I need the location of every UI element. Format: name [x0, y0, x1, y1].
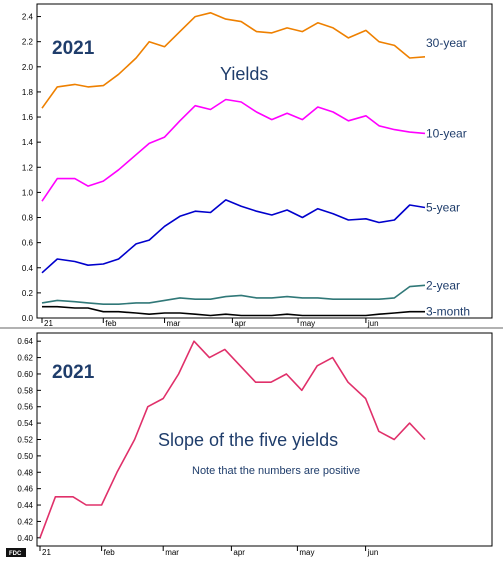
y-tick-label: 2.0 — [22, 63, 34, 72]
yields-chart-title: Yields — [220, 64, 268, 84]
y-tick-label: 2.2 — [22, 38, 34, 47]
y-tick-label: 0.48 — [17, 468, 33, 477]
yields-series-group — [41, 12, 426, 317]
series-label-2-year: 2-year — [426, 278, 460, 292]
series-line-5-year — [41, 199, 426, 274]
y-tick-label: 1.0 — [22, 188, 34, 197]
yields-x-axis: 21 feb mar apr may jun — [41, 318, 379, 328]
y-tick-label: 0.44 — [17, 501, 33, 510]
y-tick-label: 1.4 — [22, 138, 34, 147]
y-tick-label: 0.46 — [17, 485, 33, 494]
x-tick-label: feb — [105, 319, 117, 328]
series-label-10-year: 10-year — [426, 126, 467, 140]
yields-series-labels: 30-year 10-year 5-year 2-year 3-month — [426, 36, 470, 319]
y-tick-label: 0.64 — [17, 337, 33, 346]
slope-chart-subtitle: Note that the numbers are positive — [192, 465, 360, 477]
y-tick-label: 0.4 — [22, 264, 34, 273]
y-tick-label: 0.2 — [22, 289, 34, 298]
fdc-logo: FDC — [6, 548, 26, 557]
x-tick-label: mar — [165, 548, 179, 557]
x-tick-label: jun — [367, 319, 379, 328]
x-tick-label: apr — [234, 319, 246, 328]
y-tick-label: 0.8 — [22, 214, 34, 223]
x-tick-label: jun — [367, 548, 379, 557]
series-label-5-year: 5-year — [426, 200, 460, 214]
x-tick-label: mar — [167, 319, 181, 328]
yields-year-label: 2021 — [52, 38, 95, 59]
slope-chart: 0.40 0.42 0.44 0.46 0.48 0.50 0.52 0.54 0.56 0.58… — [17, 332, 493, 557]
y-tick-label: 0.52 — [17, 436, 33, 445]
yields-chart: 0.00.20.40.60.81.01.21.41.61.82.02.22.4 … — [22, 3, 493, 328]
fdc-logo-box — [6, 548, 26, 557]
x-tick-label: apr — [233, 548, 245, 557]
yields-plot-frame — [36, 3, 493, 319]
series-label-30-year: 30-year — [426, 36, 467, 50]
series-line-30-year — [41, 12, 426, 109]
series-label-3-month: 3-month — [426, 305, 470, 319]
slope-chart-title: Slope of the five yields — [158, 430, 338, 450]
y-tick-label: 0.62 — [17, 354, 33, 363]
slope-series-group — [39, 340, 426, 539]
series-line-3-month — [42, 305, 425, 317]
y-tick-label: 0.40 — [17, 534, 33, 543]
series-line-slope — [39, 340, 426, 539]
y-tick-label: 1.8 — [22, 88, 34, 97]
x-tick-label: 21 — [44, 319, 53, 328]
x-tick-label: may — [300, 319, 315, 328]
y-tick-label: 1.6 — [22, 113, 34, 122]
y-tick-label: 0.50 — [17, 452, 33, 461]
y-tick-label: 0.54 — [17, 419, 33, 428]
series-line-10-year — [41, 98, 426, 202]
y-tick-label: 2.4 — [22, 13, 34, 22]
y-tick-label: 0.6 — [22, 239, 34, 248]
y-tick-label: 1.2 — [22, 163, 34, 172]
x-tick-label: feb — [104, 548, 116, 557]
slope-year-label: 2021 — [52, 362, 95, 383]
slope-y-axis: 0.40 0.42 0.44 0.46 0.48 0.50 0.52 0.54 0.56 0.58… — [17, 337, 41, 543]
y-tick-label: 0.0 — [22, 314, 34, 323]
y-tick-label: 0.60 — [17, 370, 33, 379]
series-line-2-year — [41, 284, 426, 306]
y-tick-label: 0.42 — [17, 517, 33, 526]
x-tick-label: may — [299, 548, 314, 557]
slope-x-axis: 21 feb mar apr may jun — [39, 546, 379, 557]
y-tick-label: 0.58 — [17, 386, 33, 395]
yields-y-axis: 0.0 0.2 0.4 0.6 0.8 1.0 1.2 1.4 1.6 1.8 2.0 2.2 2.4 — [22, 13, 41, 323]
fdc-logo-text: FDC — [9, 551, 22, 557]
y-tick-label: 0.56 — [17, 403, 33, 412]
x-tick-label: 21 — [42, 548, 51, 557]
